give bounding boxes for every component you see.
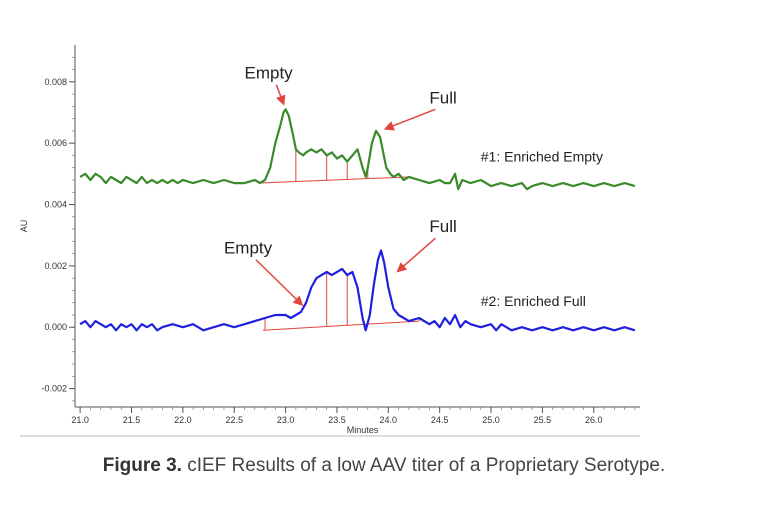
integration-baseline: [262, 320, 420, 331]
x-tick-label: 21.5: [123, 415, 141, 425]
x-tick-label: 25.5: [534, 415, 552, 425]
annotation-arrow: [383, 108, 436, 131]
y-tick-label: 0.002: [44, 261, 67, 271]
x-tick-label: 24.0: [380, 415, 398, 425]
integration-baseline: [259, 176, 409, 184]
annotation-label: Empty: [224, 239, 273, 258]
series-label: #2: Enriched Full: [481, 293, 586, 309]
chart-svg: 21.0 21.5 22.0 22.5 23.0 23.5 24.0 24.5 25.0 25.5…: [19, 45, 640, 437]
x-tick-label: 24.5: [431, 415, 449, 425]
figure-caption: Figure 3. cIEF Results of a low AAV tite…: [0, 455, 768, 477]
y-tick-label: 0.000: [44, 322, 67, 332]
y-tick-label: 0.004: [44, 200, 67, 210]
x-tick-label: 25.0: [482, 415, 500, 425]
x-tick-label: 22.5: [225, 415, 243, 425]
annotation-arrow: [396, 237, 436, 273]
annotation-label: Empty: [245, 64, 294, 83]
y-tick-label: -0.002: [41, 384, 67, 394]
annotation-label: Full: [429, 88, 456, 107]
x-tick-label: 23.0: [277, 415, 295, 425]
y-axis-label: AU: [19, 220, 29, 233]
x-tick-label: 23.5: [328, 415, 346, 425]
y-tick-label: 0.006: [44, 138, 67, 148]
annotation-arrow: [275, 84, 286, 106]
x-tick-label: 21.0: [71, 415, 89, 425]
series-enriched-empty-line: [79, 108, 636, 191]
cief-chart: 21.0 21.5 22.0 22.5 23.0 23.5 24.0 24.5 25.0 25.5…: [19, 45, 640, 437]
x-tick-label: 26.0: [585, 415, 603, 425]
y-tick-label: 0.008: [44, 77, 67, 87]
caption-text: cIEF Results of a low AAV titer of a Pro…: [187, 455, 666, 476]
annotation-arrow: [255, 259, 304, 307]
annotation-label: Full: [429, 217, 456, 236]
x-axis-label: Minutes: [347, 425, 379, 435]
caption-label: Figure 3.: [102, 455, 182, 476]
x-tick-label: 22.0: [174, 415, 192, 425]
series-enriched-full-line: [79, 249, 636, 332]
series-label: #1: Enriched Empty: [481, 149, 603, 165]
